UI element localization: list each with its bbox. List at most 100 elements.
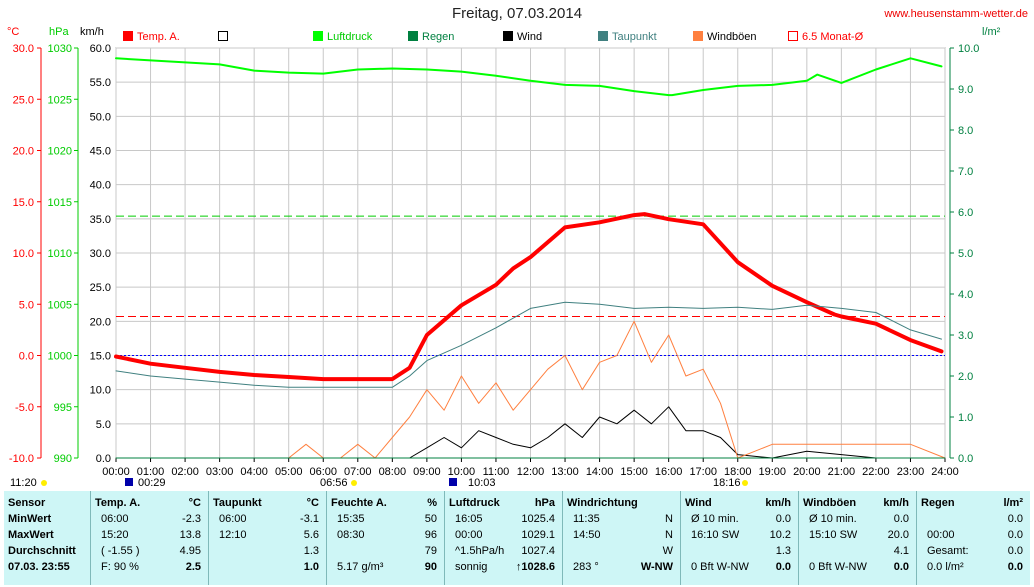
rain-tick-label: 10.0 (958, 43, 979, 55)
x-tick-label: 16:00 (655, 466, 683, 478)
marker-moonrise: 00:29 (138, 477, 166, 489)
x-tick-label: 21:00 (828, 466, 856, 478)
stats-row: Gesamt: 0.0 (917, 543, 1031, 559)
stats-header-row: Sensor (4, 495, 90, 511)
stats-label: Durchschnitt (8, 545, 76, 557)
stats-row: W (563, 543, 681, 559)
stats-cell-value: 96 (424, 529, 437, 541)
legend-item: 6.5 Monat-Ø (788, 30, 863, 44)
stats-cell-value: 1.3 (303, 545, 319, 557)
wind-tick-label: 30.0 (90, 248, 111, 260)
legend-label: 6.5 Monat-Ø (802, 31, 864, 43)
x-tick-label: 20:00 (793, 466, 821, 478)
stats-row: 16:10 SW 10.2 (681, 527, 799, 543)
stats-row: MaxWert (4, 527, 90, 543)
stats-cell-label: Feuchte A. (331, 497, 387, 509)
legend-swatch (693, 31, 703, 41)
rain-tick-label: 4.0 (958, 289, 973, 301)
stats-row: 00:00 0.0 (917, 527, 1031, 543)
stats-cell-value: 4.1 (893, 545, 909, 557)
stats-column: Feuchte A.% 15:35 50 08:30 96 79 5.17 g/m³ 90 (326, 491, 445, 585)
stats-row: 06:00 -3.1 (209, 511, 327, 527)
stats-row: 1.3 (681, 543, 799, 559)
wind-tick-label: 55.0 (90, 77, 111, 89)
stats-cell-value: % (427, 497, 437, 509)
rain-tick-label: 3.0 (958, 330, 973, 342)
moon-marker-icon (449, 478, 457, 486)
stats-cell-label: Windrichtung (567, 497, 638, 509)
wind-unit: km/h (80, 26, 104, 38)
stats-cell-value: °C (306, 497, 319, 509)
stats-cell-value: 10.2 (769, 529, 791, 541)
legend-label: Windböen (707, 31, 757, 43)
weather-chart: 00:00 01:00 02:00 03:00 04:00 05:00 06:00 07:00… (9, 43, 979, 486)
legend-item: Windböen (693, 30, 757, 44)
stats-row: 283 ° W-NW (563, 559, 681, 575)
stats-cell-label: 15:20 (101, 529, 129, 541)
stats-cell-value: 50 (424, 513, 437, 525)
stats-row: 16:05 1025.4 (445, 511, 563, 527)
stats-row: ( -1.55 ) 4.95 (91, 543, 209, 559)
wind-tick-label: 15.0 (90, 351, 111, 363)
legend-label: Luftdruck (327, 31, 373, 43)
stats-cell-label: 0 Bft W-NW (691, 561, 749, 573)
stats-cell-label: 06:00 (219, 513, 247, 525)
stats-cell-value: l/m² (1003, 497, 1023, 509)
temp-tick-label: 25.0 (13, 94, 34, 106)
stats-column: Regen l/m² 0.0 00:00 0.0 Gesamt: 0.0 0.0 l/m² 0.… (916, 491, 1031, 585)
temp-tick-label: -5.0 (15, 402, 34, 414)
wind-tick-label: 5.0 (96, 419, 111, 431)
stats-cell-value: 0.0 (775, 513, 791, 525)
website-link[interactable]: www.heusenstamm-wetter.de (884, 8, 1028, 20)
stats-cell-value: 1.0 (303, 561, 319, 573)
rain-tick-label: 9.0 (958, 84, 973, 96)
temp-tick-label: 5.0 (19, 299, 34, 311)
statistics-table: Sensor MinWert MaxWert Durchschnitt 07.03. 2… (4, 491, 1030, 585)
x-tick-label: 13:00 (551, 466, 579, 478)
stats-row: F: 90 % 2.5 (91, 559, 209, 575)
wind-tick-label: 25.0 (90, 282, 111, 294)
temp-tick-label: 0.0 (19, 351, 34, 363)
stats-cell-value: 0.0 (1007, 545, 1023, 557)
stats-row: 0.0 (917, 511, 1031, 527)
x-tick-label: 23:00 (897, 466, 925, 478)
x-tick-label: 24:00 (931, 466, 959, 478)
pressure-tick-label: 990 (54, 453, 72, 465)
legend-swatch (598, 31, 608, 41)
stats-cell-value: 5.6 (303, 529, 319, 541)
stats-header-row: Feuchte A.% (327, 495, 445, 511)
stats-row: 4.1 (799, 543, 917, 559)
x-tick-label: 17:00 (689, 466, 717, 478)
stats-cell-label: 5.17 g/m³ (337, 561, 384, 573)
legend-item (218, 30, 232, 44)
stats-cell-label: 0.0 l/m² (927, 561, 964, 573)
pressure-tick-label: 1025 (48, 94, 72, 106)
stats-header-row: Temp. A. °C (91, 495, 209, 511)
stats-cell-value: ↑1028.6 (515, 561, 555, 573)
stats-cell-label: F: 90 % (101, 561, 139, 573)
stats-header-row: Windböen km/h (799, 495, 917, 511)
series-line (115, 57, 943, 97)
wind-tick-label: 50.0 (90, 111, 111, 123)
stats-header-row: Windrichtung (563, 495, 681, 511)
stats-cell-value: km/h (765, 497, 791, 509)
wind-tick-label: 40.0 (90, 180, 111, 192)
pressure-tick-label: 1010 (48, 248, 72, 260)
series-line (115, 320, 946, 459)
stats-cell-label: sonnig (455, 561, 488, 573)
stats-row: 15:35 50 (327, 511, 445, 527)
time-readout: 11:20 (10, 477, 37, 489)
stats-cell-value: 1.3 (775, 545, 791, 557)
stats-row: 0.0 l/m² 0.0 (917, 559, 1031, 575)
stats-cell-label: ( -1.55 ) (101, 545, 140, 557)
stats-cell-label: 00:00 (455, 529, 483, 541)
stats-cell-label: 14:50 (573, 529, 601, 541)
stats-row: sonnig ↑1028.6 (445, 559, 563, 575)
stats-row: 00:00 1029.1 (445, 527, 563, 543)
legend-item: Wind (503, 30, 542, 44)
stats-row: Ø 10 min. 0.0 (799, 511, 917, 527)
stats-cell-value: 0.0 (893, 513, 909, 525)
stats-cell-value: 1029.1 (521, 529, 555, 541)
stats-cell-label: Ø 10 min. (809, 513, 857, 525)
stats-cell-value: 0.0 (1007, 561, 1023, 573)
